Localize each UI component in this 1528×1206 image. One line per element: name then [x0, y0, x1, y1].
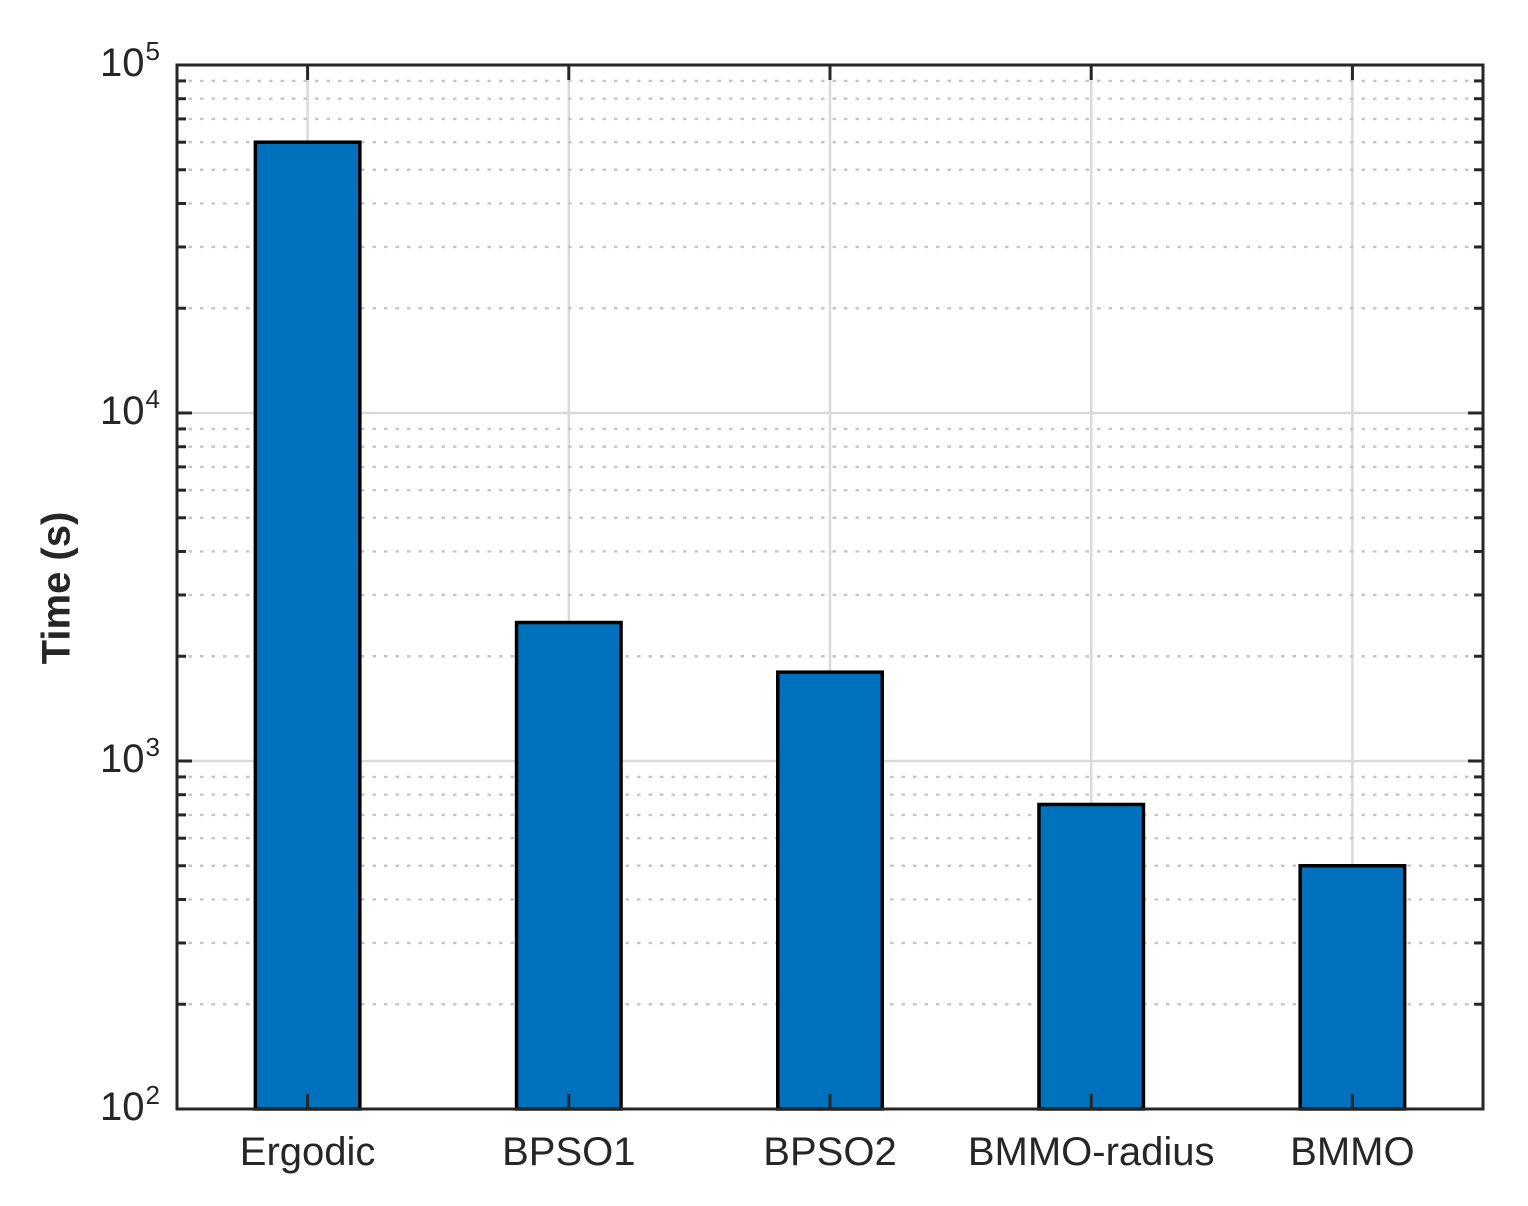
y-tick-label-10e5: 105: [100, 36, 160, 85]
bar-BPSO2: [776, 670, 884, 1111]
bar-BPSO1: [514, 620, 623, 1111]
x-tick-label-BMMO: BMMO: [1290, 1130, 1415, 1174]
bar-BMMO-radius: [1037, 802, 1146, 1111]
bar-Ergodic: [253, 140, 362, 1111]
y-tick-label-10e4: 104: [100, 384, 160, 433]
x-tick-label-BPSO2: BPSO2: [763, 1130, 897, 1174]
x-tick-label-Ergodic: Ergodic: [239, 1130, 376, 1174]
bar-BMMO: [1298, 864, 1407, 1111]
y-axis-label: Time (s): [34, 511, 79, 665]
x-tick-label-BPSO1: BPSO1: [502, 1130, 636, 1174]
x-tick-label-BMMO-radius: BMMO-radius: [967, 1130, 1215, 1174]
y-tick-label-10e3: 103: [100, 732, 160, 781]
y-tick-label-10e2: 102: [100, 1080, 160, 1129]
